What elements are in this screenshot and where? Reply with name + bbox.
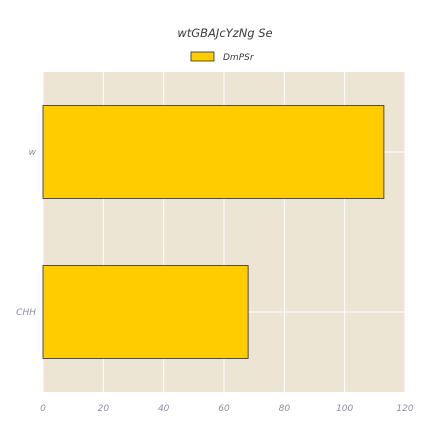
x-tick-label: 60 xyxy=(218,404,230,414)
bars xyxy=(42,105,385,359)
chart-title: wtGBAJcYzNg Se xyxy=(177,26,272,40)
x-tick-label: 120 xyxy=(396,404,413,414)
bar-chh xyxy=(42,265,249,359)
x-tick-label: 100 xyxy=(336,404,353,414)
legend-label: DmPSr xyxy=(223,53,255,63)
y-tick-label: CHH xyxy=(16,308,36,318)
y-axis-tick-labels: w CHH xyxy=(16,148,36,318)
y-tick-label: w xyxy=(29,148,37,158)
x-tick-label: 0 xyxy=(40,404,46,414)
x-tick-label: 20 xyxy=(98,404,110,414)
legend-swatch xyxy=(190,51,215,62)
x-tick-label: 40 xyxy=(158,404,170,414)
legend: DmPSr xyxy=(190,51,255,63)
bar-w xyxy=(42,105,385,199)
x-tick-label: 80 xyxy=(279,404,291,414)
x-axis-tick-labels: 0 20 40 60 80 100 120 xyxy=(40,404,414,414)
